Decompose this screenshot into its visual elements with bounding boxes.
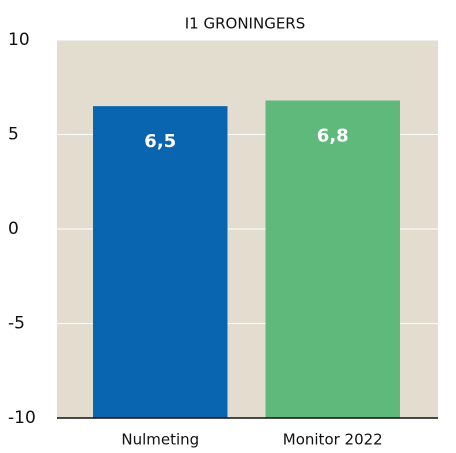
y-tick-label: -10 (8, 408, 36, 428)
chart-title: I1 GRONINGERS (185, 15, 306, 33)
bar (265, 100, 400, 418)
y-tick-label: 0 (8, 219, 19, 239)
x-tick-label: Monitor 2022 (283, 431, 383, 449)
value-label: 6,8 (317, 125, 349, 146)
bar (93, 106, 228, 419)
y-tick-label: -5 (8, 314, 25, 334)
value-label: 6,5 (144, 131, 176, 152)
y-tick-label: 5 (8, 125, 19, 145)
x-tick-label: Nulmeting (121, 431, 199, 449)
y-tick-label: 10 (8, 30, 30, 50)
